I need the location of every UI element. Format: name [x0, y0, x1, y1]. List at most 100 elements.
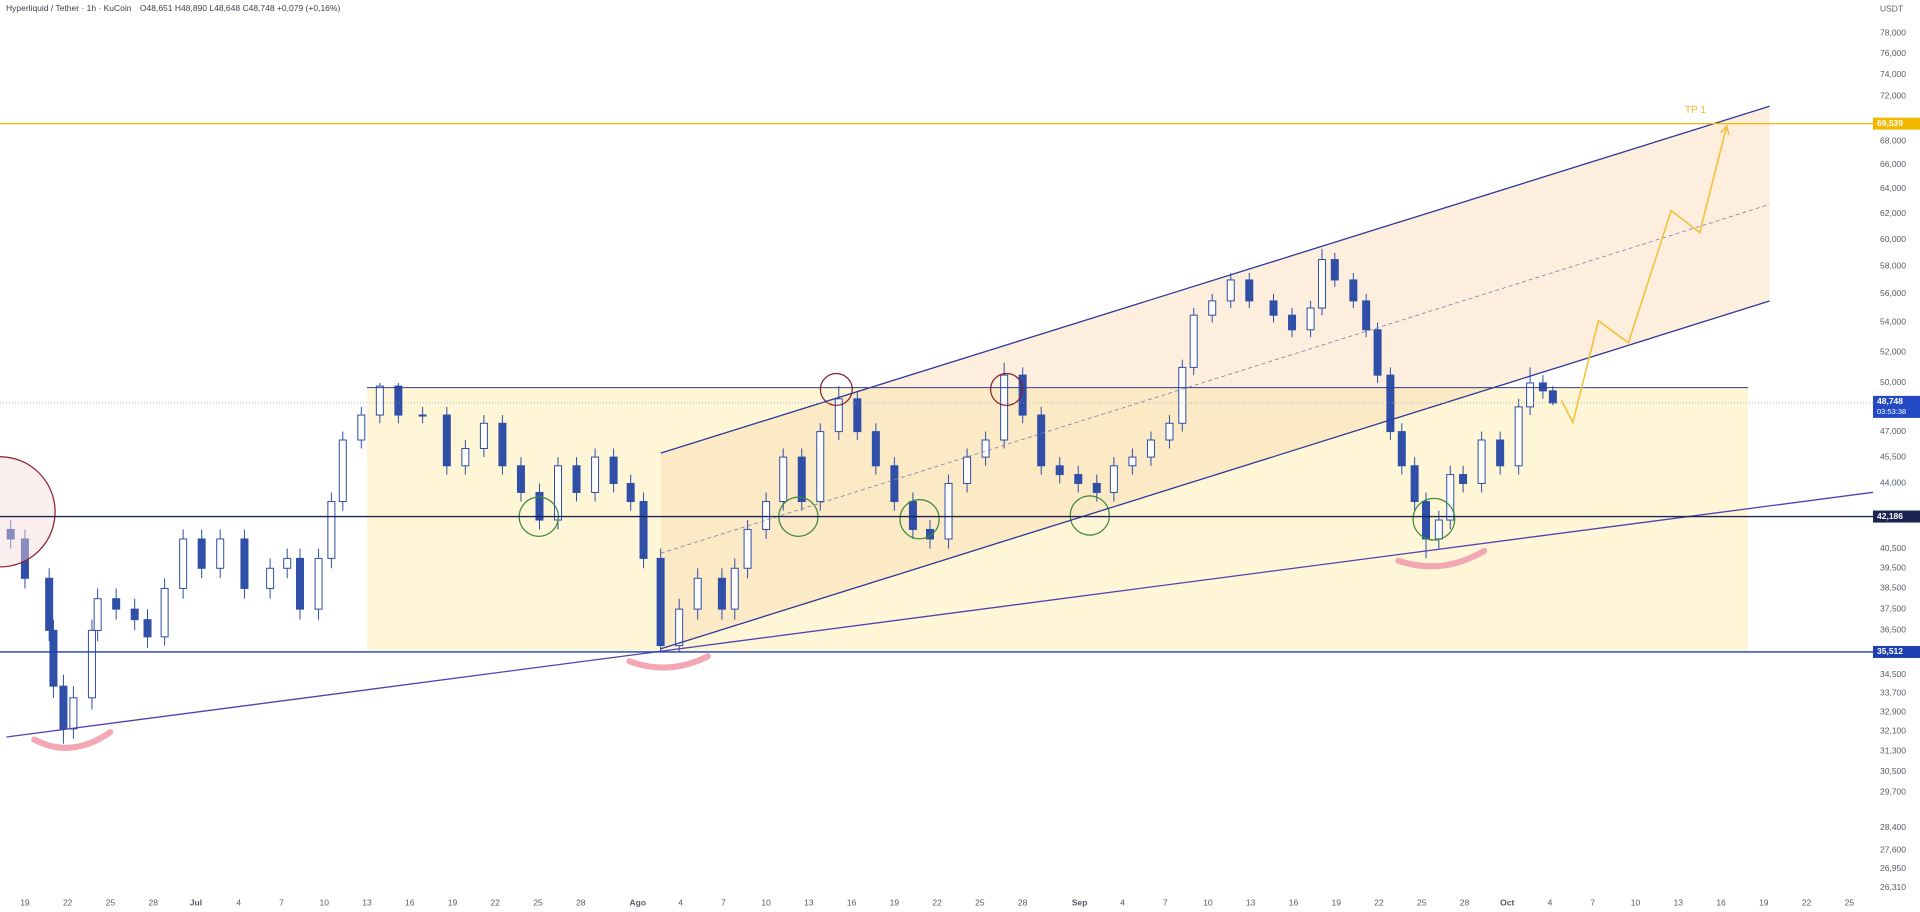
red-circle [990, 372, 1024, 406]
candle-body [656, 557, 665, 647]
candle-body [442, 414, 451, 467]
price-axis-panel [1873, 0, 1920, 912]
x-tick-label: 13 [362, 897, 372, 907]
candle-body [1446, 474, 1455, 521]
x-tick-label: 25 [1845, 897, 1855, 907]
candle-body [1018, 374, 1027, 416]
x-tick-label: 28 [1460, 897, 1470, 907]
markers [0, 372, 1488, 751]
x-tick-label: 28 [576, 897, 586, 907]
y-tick-label: 74,000 [1880, 69, 1906, 79]
candle-body [112, 598, 121, 610]
candle-body [59, 685, 68, 730]
y-tick-label: 50,000 [1880, 377, 1906, 387]
y-tick-label: 27,600 [1880, 844, 1906, 854]
x-tick-label: 19 [448, 897, 458, 907]
candle-body [730, 567, 739, 610]
currency: USDT [1880, 3, 1903, 13]
candle-body [1477, 439, 1486, 484]
candle-body [87, 629, 96, 699]
channel-upper [660, 105, 1770, 454]
candle-body [216, 538, 225, 569]
x-tick-label: 16 [1289, 897, 1299, 907]
x-tick-label: Sep [1072, 897, 1088, 907]
projection-path [1560, 125, 1728, 425]
candle-body [1548, 390, 1557, 404]
candle-body [963, 456, 972, 484]
candle-body [762, 501, 771, 530]
level-label: 42,186 [1877, 511, 1903, 521]
candle-body [296, 557, 305, 610]
projection-arrow [1720, 124, 1730, 135]
candle-body [418, 414, 427, 417]
candle-body [1410, 465, 1419, 503]
candles [6, 248, 1557, 744]
candle-body [1055, 465, 1064, 476]
x-tick-label: 19 [20, 897, 30, 907]
x-tick-label: Jul [190, 897, 202, 907]
candle-body [908, 501, 917, 530]
header: Hyperliquid / Tether · 1h · KuCoin O48,6… [6, 3, 340, 13]
candle-body [1496, 439, 1505, 467]
candle-body [1000, 374, 1009, 441]
pink-arc [626, 653, 711, 671]
y-tick-label: 34,500 [1880, 669, 1906, 679]
pink-arc [31, 729, 114, 751]
x-tick-label: 10 [761, 897, 771, 907]
candle-body [626, 482, 635, 503]
candle-body [283, 557, 292, 569]
drawings-front: TP 1 [0, 105, 1873, 738]
candle-body [1189, 314, 1198, 368]
candle-body [797, 456, 806, 503]
y-tick-label: 44,000 [1880, 478, 1906, 488]
candle-body [1288, 314, 1297, 331]
x-tick-label: 22 [932, 897, 942, 907]
channel-lower [660, 300, 1770, 650]
x-tick-label: 28 [1018, 897, 1028, 907]
candle-body [693, 577, 702, 610]
level-tag [1873, 510, 1920, 523]
y-tick-label: 39,500 [1880, 563, 1906, 573]
candle-body [816, 431, 825, 503]
candle-body [1538, 382, 1547, 392]
x-tick-label: 13 [804, 897, 814, 907]
x-tick-label: 10 [1631, 897, 1641, 907]
y-tick-label: 45,500 [1880, 451, 1906, 461]
red-circle [0, 456, 56, 568]
candle-body [639, 501, 648, 559]
y-tick-label: 78,000 [1880, 28, 1906, 38]
candle-body [1074, 474, 1083, 484]
countdown: 03:53:38 [1877, 407, 1906, 416]
candle-body [926, 528, 935, 540]
candle-body [1397, 431, 1406, 467]
x-tick-label: 25 [533, 897, 543, 907]
y-tick-label: 37,500 [1880, 603, 1906, 613]
candle-body [1037, 414, 1046, 467]
x-tick-label: 22 [1802, 897, 1812, 907]
candle-body [1317, 259, 1326, 309]
y-tick-label: 68,000 [1880, 135, 1906, 145]
y-tick-label: 33,700 [1880, 687, 1906, 697]
x-tick-label: 4 [678, 897, 683, 907]
candle-body [1146, 439, 1155, 458]
green-circle [1412, 497, 1456, 541]
y-tick-label: 64,000 [1880, 183, 1906, 193]
x-tick-label: 7 [721, 897, 726, 907]
candle-body [591, 456, 600, 493]
x-tick-label: 28 [148, 897, 158, 907]
support-line [6, 491, 1873, 738]
candle-body [1349, 279, 1358, 302]
y-tick-label: 66,000 [1880, 159, 1906, 169]
axes: 78,000 76,000 74,000 72,000 68,000 66,000 64,0… [20, 28, 1920, 907]
pink-arc [1395, 547, 1488, 570]
x-tick-label: 19 [1759, 897, 1769, 907]
candle-body [871, 431, 880, 467]
candle-body [853, 398, 862, 433]
green-circle [1069, 495, 1111, 536]
x-tick-label: 25 [975, 897, 985, 907]
candle-body [1514, 406, 1523, 467]
x-tick-label: 13 [1674, 897, 1684, 907]
x-tick-label: 19 [1331, 897, 1341, 907]
candle-body [1434, 519, 1443, 540]
candle-body [45, 577, 54, 631]
